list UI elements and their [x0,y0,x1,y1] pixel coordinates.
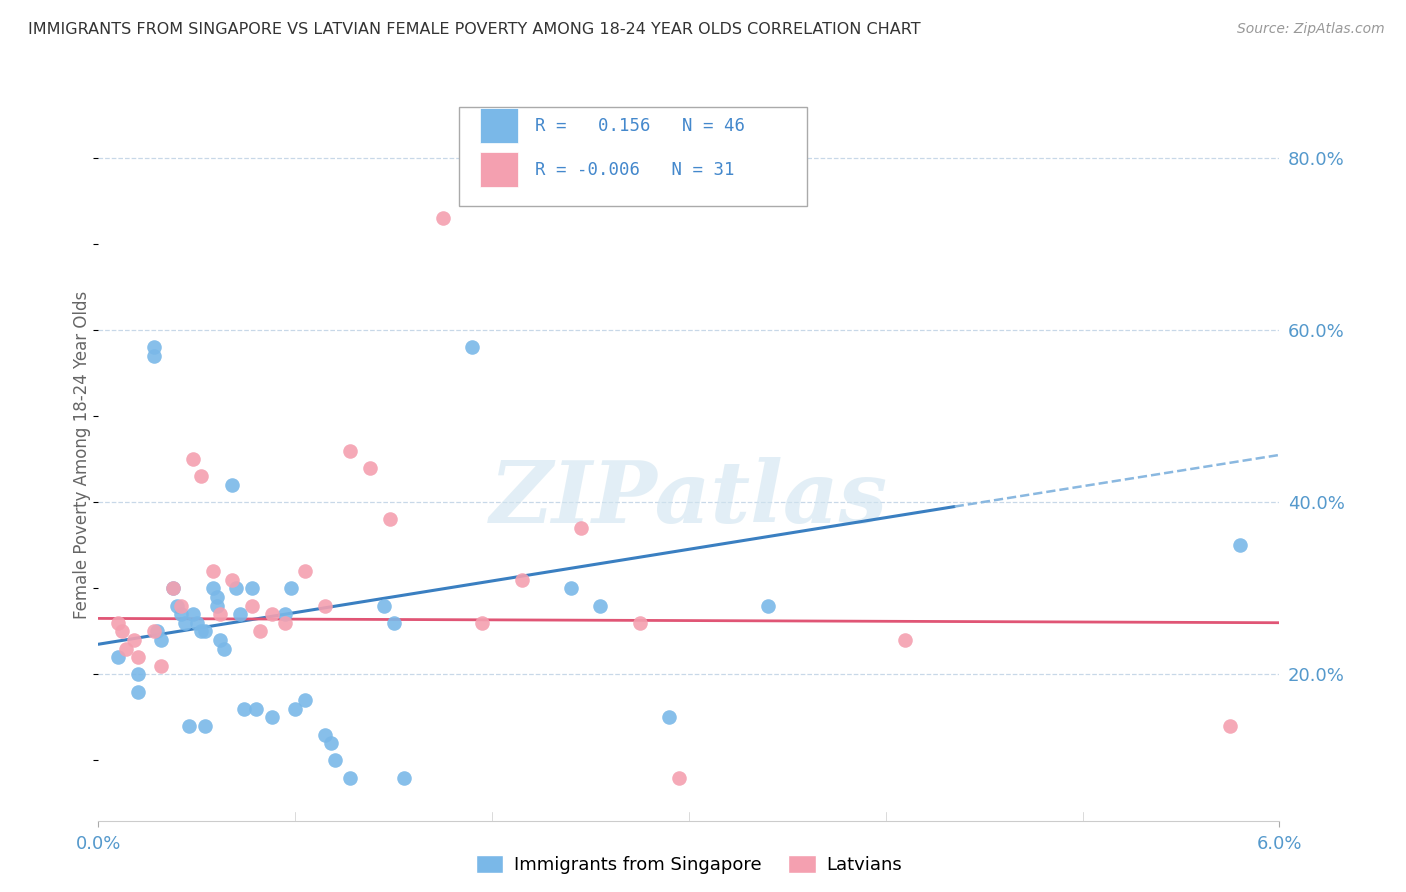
Point [382,615,405,630]
Point [127,667,149,681]
Point [111,624,134,639]
Point [162,582,184,596]
Point [359,460,381,475]
Point [127,684,149,698]
Point [166,599,188,613]
Point [170,599,193,613]
Point [1219,719,1241,733]
Point [209,632,232,647]
Point [589,599,612,613]
Point [181,607,204,621]
Text: ZIPatlas: ZIPatlas [489,457,889,541]
Point [392,771,415,785]
Point [190,624,212,639]
Point [894,632,917,647]
Point [274,607,297,621]
Point [756,599,779,613]
Point [115,641,138,656]
Text: Source: ZipAtlas.com: Source: ZipAtlas.com [1237,22,1385,37]
Point [201,582,224,596]
Point [1229,538,1251,552]
Point [146,624,169,639]
Point [229,607,252,621]
Point [560,582,582,596]
Point [373,599,395,613]
Point [339,443,361,458]
Point [240,582,263,596]
Point [205,599,228,613]
Point [658,710,681,724]
Y-axis label: Female Poverty Among 18-24 Year Olds: Female Poverty Among 18-24 Year Olds [73,291,91,619]
FancyBboxPatch shape [458,108,807,206]
Point [221,573,243,587]
Point [107,615,129,630]
Point [174,615,197,630]
Point [181,452,204,467]
Point [280,582,302,596]
Point [170,607,193,621]
Text: IMMIGRANTS FROM SINGAPORE VS LATVIAN FEMALE POVERTY AMONG 18-24 YEAR OLDS CORREL: IMMIGRANTS FROM SINGAPORE VS LATVIAN FEM… [28,22,921,37]
Point [142,624,165,639]
Point [240,599,263,613]
Text: R = -0.006   N = 31: R = -0.006 N = 31 [536,161,735,178]
Point [162,582,184,596]
Point [249,624,271,639]
Point [284,702,307,716]
Point [142,340,165,354]
Point [378,512,401,526]
Point [260,607,283,621]
Point [668,771,690,785]
Point [510,573,533,587]
Point [194,719,217,733]
Point [294,693,316,707]
Point [150,658,173,673]
Point [339,771,361,785]
Point [122,632,145,647]
Point [221,478,243,492]
Point [107,650,129,665]
Point [319,736,342,750]
Point [471,615,494,630]
Point [314,599,336,613]
Point [294,564,316,578]
Point [245,702,267,716]
Point [142,349,165,363]
Point [205,590,228,604]
Point [314,728,336,742]
Point [186,615,208,630]
Point [432,211,454,226]
Bar [479,108,517,144]
Point [209,607,232,621]
Point [150,632,173,647]
Point [177,719,200,733]
Point [225,582,247,596]
Point [260,710,283,724]
Point [190,469,212,483]
Point [127,650,149,665]
Point [274,615,297,630]
Point [194,624,217,639]
Legend: Immigrants from Singapore, Latvians: Immigrants from Singapore, Latvians [468,847,910,881]
Point [569,521,592,535]
Point [323,753,346,767]
Point [214,641,236,656]
Point [201,564,224,578]
Text: R =   0.156   N = 46: R = 0.156 N = 46 [536,117,745,135]
Point [233,702,256,716]
Bar [479,153,517,187]
Point [461,340,484,354]
Point [628,615,651,630]
